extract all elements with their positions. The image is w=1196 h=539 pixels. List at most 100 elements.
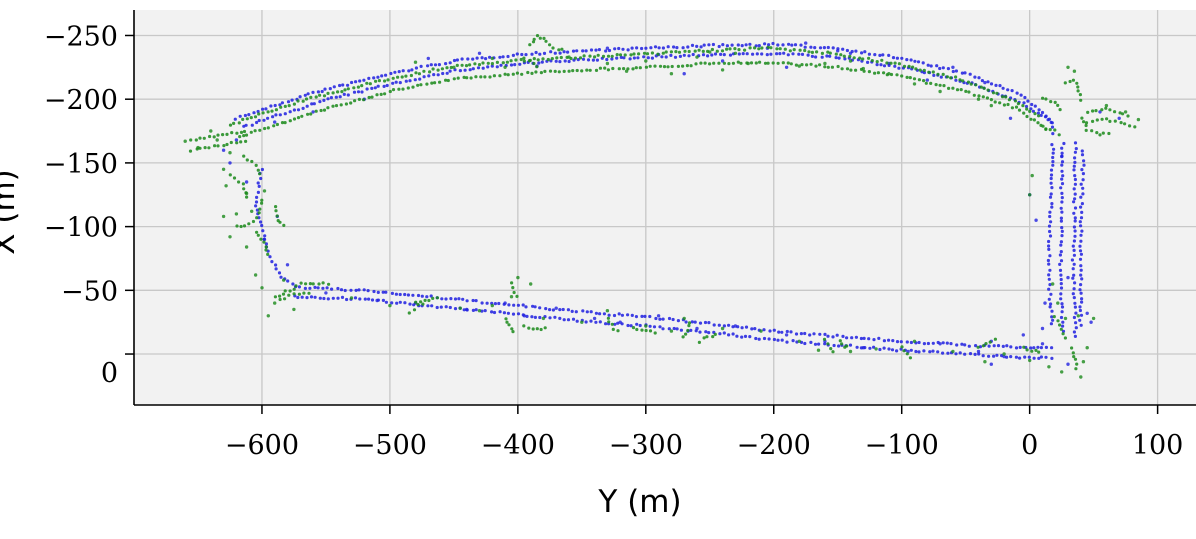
blue-point: [326, 297, 330, 301]
green-point: [593, 55, 597, 59]
blue-point: [288, 110, 292, 114]
green-point: [1084, 123, 1088, 128]
axes: [125, 10, 1196, 414]
blue-point: [863, 50, 867, 54]
blue-point: [748, 335, 752, 339]
green-point: [1095, 118, 1099, 122]
blue-point: [813, 342, 818, 346]
blue-point: [899, 340, 903, 344]
green-point: [536, 58, 540, 62]
green-point: [867, 70, 872, 74]
blue-point: [837, 344, 841, 348]
green-point: [1085, 346, 1089, 350]
blue-point: [1085, 311, 1089, 315]
green-point: [275, 214, 279, 218]
green-point: [349, 101, 353, 105]
blue-point: [1052, 147, 1056, 151]
blue-point: [960, 71, 965, 75]
blue-point: [1051, 318, 1055, 322]
green-point: [279, 105, 283, 109]
blue-point: [277, 271, 282, 275]
blue-point: [1081, 178, 1085, 182]
green-point: [1025, 114, 1029, 119]
blue-point: [1059, 250, 1063, 254]
green-point: [247, 222, 251, 226]
blue-point: [549, 50, 553, 54]
green-point: [1006, 102, 1010, 107]
blue-point: [992, 344, 996, 348]
green-point: [635, 327, 639, 332]
blue-point: [731, 332, 735, 336]
blue-point: [710, 53, 714, 57]
green-point: [452, 77, 456, 81]
blue-point: [1018, 345, 1022, 349]
blue-point: [893, 64, 897, 68]
blue-point: [1044, 345, 1048, 349]
green-point: [287, 104, 291, 108]
green-point: [967, 90, 971, 94]
blue-point: [1081, 186, 1085, 190]
blue-point: [1062, 141, 1066, 146]
blue-point: [850, 336, 854, 340]
green-point: [1073, 357, 1078, 361]
green-point: [414, 71, 418, 75]
blue-point: [475, 56, 479, 60]
green-point: [522, 56, 526, 60]
green-point: [527, 326, 531, 330]
blue-point: [977, 352, 981, 356]
green-point: [416, 302, 420, 307]
blue-point: [1059, 282, 1063, 286]
blue-point: [1015, 91, 1019, 95]
green-point: [367, 95, 371, 100]
green-point: [1061, 332, 1065, 336]
green-point: [294, 284, 298, 288]
green-point: [606, 316, 611, 320]
green-point: [300, 114, 304, 118]
blue-point: [425, 295, 429, 299]
blue-point: [817, 342, 821, 346]
blue-point: [786, 53, 790, 57]
blue-point: [890, 348, 895, 352]
blue-point: [256, 181, 260, 185]
green-point: [244, 139, 248, 143]
blue-point: [357, 288, 361, 292]
green-point: [979, 85, 983, 89]
green-point: [383, 79, 387, 83]
blue-point: [384, 290, 388, 294]
blue-point: [917, 340, 921, 345]
green-point: [666, 65, 670, 69]
blue-point: [342, 92, 346, 96]
green-point: [531, 40, 536, 44]
green-point: [465, 76, 469, 80]
blue-point: [1078, 257, 1083, 261]
green-point: [462, 75, 466, 79]
green-point: [515, 294, 519, 298]
green-point: [557, 48, 561, 52]
blue-point: [257, 216, 261, 220]
green-point: [834, 52, 838, 56]
green-point: [292, 287, 296, 291]
blue-point: [471, 308, 475, 312]
green-point: [1084, 121, 1089, 125]
blue-point: [632, 56, 637, 60]
blue-point: [648, 324, 652, 328]
green-point: [661, 51, 665, 55]
blue-point: [255, 195, 259, 199]
x-tick-label: 0: [1021, 430, 1038, 461]
green-point: [278, 220, 282, 224]
blue-point: [429, 63, 433, 67]
blue-point: [800, 52, 805, 57]
green-point: [262, 240, 266, 244]
blue-point: [921, 61, 925, 65]
green-point: [242, 154, 246, 158]
green-point: [274, 209, 278, 213]
blue-point: [613, 322, 617, 326]
blue-point: [808, 333, 812, 337]
blue-point: [390, 301, 394, 305]
blue-point: [1072, 168, 1076, 172]
green-point: [532, 37, 536, 41]
blue-point: [581, 49, 585, 53]
blue-point: [1046, 118, 1050, 122]
blue-point: [1034, 218, 1038, 222]
blue-point: [1002, 354, 1006, 359]
